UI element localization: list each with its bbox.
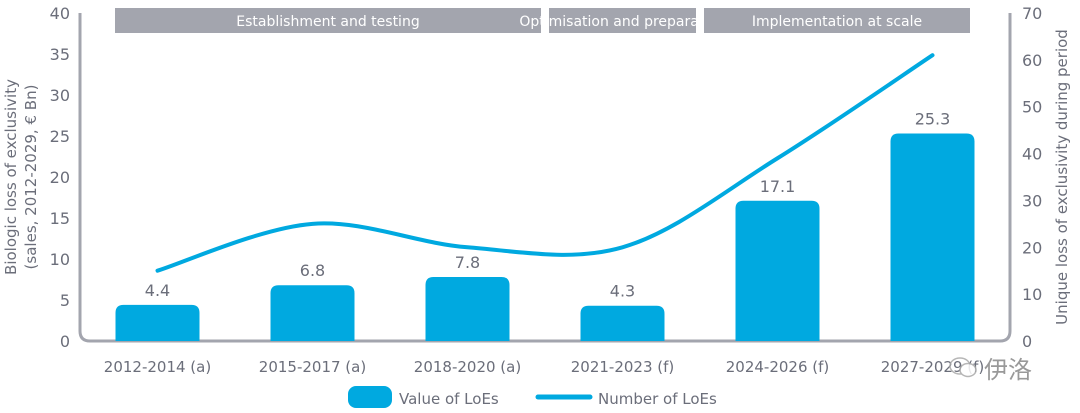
legend-swatch-bar: [348, 386, 392, 408]
x-tick-label: 2015-2017 (a): [259, 358, 366, 376]
bar-value-label: 17.1: [760, 177, 796, 196]
x-tick-label: 2027-2029 (f): [881, 358, 985, 376]
y2-tick-label: 10: [1022, 285, 1042, 304]
bar: [270, 285, 355, 341]
y2-tick-label: 30: [1022, 191, 1042, 210]
y-tick-label: 35: [50, 45, 70, 64]
y-tick-label: 10: [50, 250, 70, 269]
bar: [115, 304, 200, 341]
legend-label: Number of LoEs: [598, 390, 717, 408]
x-tick-label: 2018-2020 (a): [414, 358, 521, 376]
x-tick-label: 2021-2023 (f): [571, 358, 675, 376]
watermark: 伊洛: [948, 350, 1032, 385]
y-tick-label: 25: [50, 127, 70, 146]
y-tick-label: 0: [60, 332, 70, 351]
phase-band: [549, 8, 696, 33]
y2-tick-label: 60: [1022, 51, 1042, 70]
bar-value-label: 6.8: [300, 261, 325, 280]
bar: [890, 133, 975, 341]
bar-value-label: 7.8: [455, 253, 480, 272]
y2-tick-label: 70: [1022, 4, 1042, 23]
y2-tick-label: 20: [1022, 238, 1042, 257]
y2-tick-label: 0: [1022, 332, 1032, 351]
bar: [425, 277, 510, 341]
wechat-icon: [949, 356, 977, 377]
bar: [735, 200, 820, 341]
bar-value-label: 4.3: [610, 282, 635, 301]
phase-band: [704, 8, 970, 33]
y-axis-title: (sales, 2012-2029, € Bn): [22, 85, 40, 270]
y2-tick-label: 50: [1022, 98, 1042, 117]
phase-label: Establishment and testing: [236, 14, 419, 30]
x-tick-label: 2012-2014 (a): [104, 358, 211, 376]
y-tick-label: 30: [50, 86, 70, 105]
phase-label: Implementation at scale: [752, 14, 922, 30]
bar: [580, 305, 665, 341]
y2-axis-title: Unique loss of exclusivity during period: [1053, 29, 1071, 325]
bar-value-label: 4.4: [145, 281, 170, 300]
phase-band: [115, 8, 541, 33]
y-tick-label: 40: [50, 4, 70, 23]
phase-label: Optimisation and preparation: [519, 14, 725, 30]
bar-value-label: 25.3: [915, 110, 951, 129]
watermark-text: 伊洛: [984, 356, 1032, 384]
axis-frame: [78, 13, 1012, 343]
line-series-number-of-loes: [155, 53, 935, 273]
y-axis-title: Biologic loss of exclusivity: [2, 79, 20, 275]
y2-tick-label: 40: [1022, 145, 1042, 164]
y-tick-label: 20: [50, 168, 70, 187]
y-tick-label: 5: [60, 291, 70, 310]
y-tick-label: 15: [50, 209, 70, 228]
x-tick-label: 2024-2026 (f): [726, 358, 830, 376]
legend-label: Value of LoEs: [399, 390, 499, 408]
